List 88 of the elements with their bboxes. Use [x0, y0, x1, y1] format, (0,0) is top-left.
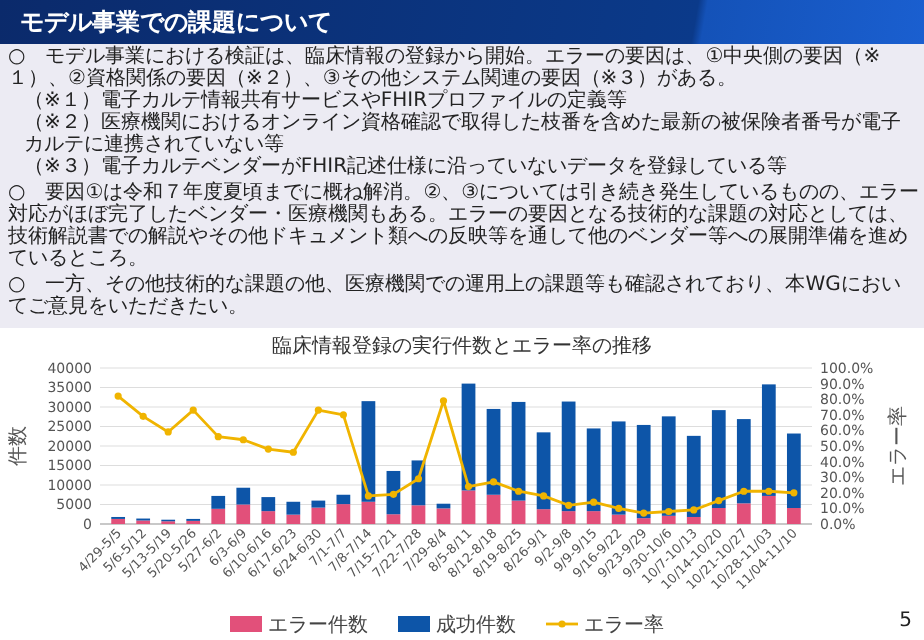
- bar: [211, 508, 226, 524]
- y2-axis-title: エラー率: [886, 406, 910, 486]
- point: [565, 501, 573, 509]
- bar: [411, 505, 426, 524]
- point: [765, 487, 773, 495]
- point: [790, 489, 798, 497]
- bar: [686, 435, 701, 517]
- bar: [361, 501, 376, 524]
- bar: [736, 419, 751, 504]
- point: [489, 478, 498, 486]
- bar: [336, 504, 351, 524]
- chart-subtitle: 臨床情報登録の実行件数とエラー率の推移: [272, 334, 652, 358]
- text: （※３）電子カルテベンダーがFHIR記述仕様に沿っていないデータを登録している等: [22, 156, 790, 178]
- point: [364, 492, 373, 500]
- legend-label: エラー件数: [268, 615, 368, 637]
- bar: [611, 514, 626, 524]
- bar: [536, 432, 551, 510]
- bar: [711, 508, 726, 524]
- bar: [711, 410, 726, 509]
- bar: [511, 500, 526, 524]
- point: [514, 487, 523, 495]
- bar: [761, 384, 776, 496]
- bar: [736, 503, 751, 524]
- bar: [286, 501, 301, 515]
- point: [715, 497, 723, 505]
- bar: [536, 509, 551, 524]
- point: [690, 506, 698, 514]
- point: [114, 392, 122, 400]
- bar: [236, 487, 251, 505]
- text: （※１）電子カルテ情報共有サービスやFHIRプロファイルの定義等: [22, 90, 630, 112]
- bar: [636, 518, 651, 524]
- bar: [261, 497, 276, 512]
- legend-label: エラー率: [584, 613, 664, 637]
- bar: [586, 428, 601, 512]
- bar: [386, 514, 401, 524]
- point: [214, 433, 222, 441]
- point: [164, 428, 172, 436]
- bar: [611, 421, 626, 515]
- point: [590, 498, 598, 506]
- bar: [361, 401, 376, 502]
- point: [239, 436, 247, 444]
- bar: [236, 504, 251, 524]
- bar: [461, 490, 476, 524]
- bar: [286, 514, 301, 524]
- text: ○ 要因①は令和７年度夏頃までに概ね解消。②、③については引き続き発生しているものの、エラー対応がほぼ完了したベンダー・医療機関もある。エラーの要因となる技術的な課題の対応としては、技術解説書での解説やその他ドキュメント類への反映等を通して他のベンダー等への展開準備を進めているところ。: [8, 182, 920, 270]
- point: [464, 482, 473, 491]
- point: [439, 397, 448, 405]
- point: [539, 492, 548, 500]
- text: ○ 一方、その他技術的な課題の他、医療機関での運用上の課題等も確認されており、本WGにおいてご意見をいただきたい。: [8, 274, 903, 318]
- point: [615, 504, 623, 512]
- text: 5: [899, 610, 912, 632]
- point: [640, 509, 648, 517]
- point: [289, 448, 297, 456]
- bar: [436, 508, 451, 524]
- bar: [486, 408, 501, 495]
- legend-label: 成功件数: [436, 613, 516, 637]
- bar: [261, 511, 276, 524]
- bar: [661, 416, 676, 516]
- point: [264, 445, 272, 453]
- bar: [561, 511, 576, 524]
- bar: [461, 383, 476, 491]
- bar: [111, 518, 126, 524]
- point: [389, 490, 398, 498]
- bar: [486, 494, 501, 524]
- bar: [636, 424, 651, 519]
- point: [740, 487, 748, 495]
- text: ○ モデル事業における検証は、臨床情報の登録から開始。エラーの要因は、①中央側の要因（※１）、②資格関係の要因（※２）、③その他システム関連の要因（※３）がある。: [8, 46, 883, 90]
- point: [665, 507, 673, 516]
- bar: [661, 515, 676, 524]
- point: [139, 412, 147, 420]
- point: [314, 406, 322, 414]
- point: [414, 475, 423, 483]
- bar: [336, 494, 351, 505]
- bar: [586, 511, 601, 524]
- bar: [761, 495, 776, 524]
- y-axis-title: 件数: [8, 426, 30, 466]
- bar: [561, 401, 576, 512]
- chart-title: モデル事業での課題について: [20, 8, 332, 36]
- bar: [211, 495, 226, 509]
- text: （※２）医療機関におけるオンライン資格確認で取得した枝番を含めた最新の被保険者番号が電子カルテに連携されていない等: [22, 112, 903, 156]
- point: [189, 406, 197, 414]
- bar: [311, 507, 326, 524]
- bar: [686, 516, 701, 524]
- point: [339, 411, 347, 419]
- bar: [786, 433, 801, 509]
- bar: [786, 508, 801, 524]
- bar: [311, 500, 326, 508]
- bar: [511, 401, 526, 501]
